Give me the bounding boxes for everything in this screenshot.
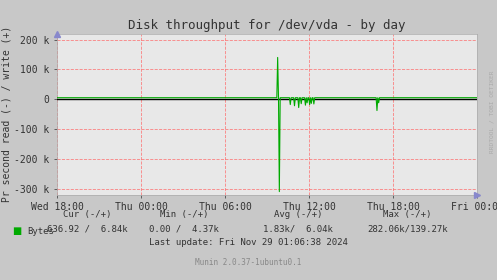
Text: Cur (-/+): Cur (-/+) <box>63 210 111 219</box>
Text: Last update: Fri Nov 29 01:06:38 2024: Last update: Fri Nov 29 01:06:38 2024 <box>149 238 348 247</box>
Text: Avg (-/+): Avg (-/+) <box>274 210 323 219</box>
Y-axis label: Pr second read (-) / write (+): Pr second read (-) / write (+) <box>1 26 11 202</box>
Text: ■: ■ <box>12 226 22 236</box>
Title: Disk throughput for /dev/vda - by day: Disk throughput for /dev/vda - by day <box>128 19 406 32</box>
Text: RRDTOOL / TOBI OETIKER: RRDTOOL / TOBI OETIKER <box>490 71 495 153</box>
Text: Max (-/+): Max (-/+) <box>383 210 432 219</box>
Text: Munin 2.0.37-1ubuntu0.1: Munin 2.0.37-1ubuntu0.1 <box>195 258 302 267</box>
Text: Bytes: Bytes <box>27 227 54 235</box>
Text: 282.06k/139.27k: 282.06k/139.27k <box>367 224 448 233</box>
Text: 1.83k/  6.04k: 1.83k/ 6.04k <box>263 224 333 233</box>
Text: Min (-/+): Min (-/+) <box>160 210 208 219</box>
Text: 0.00 /  4.37k: 0.00 / 4.37k <box>149 224 219 233</box>
Text: 636.92 /  6.84k: 636.92 / 6.84k <box>47 224 127 233</box>
